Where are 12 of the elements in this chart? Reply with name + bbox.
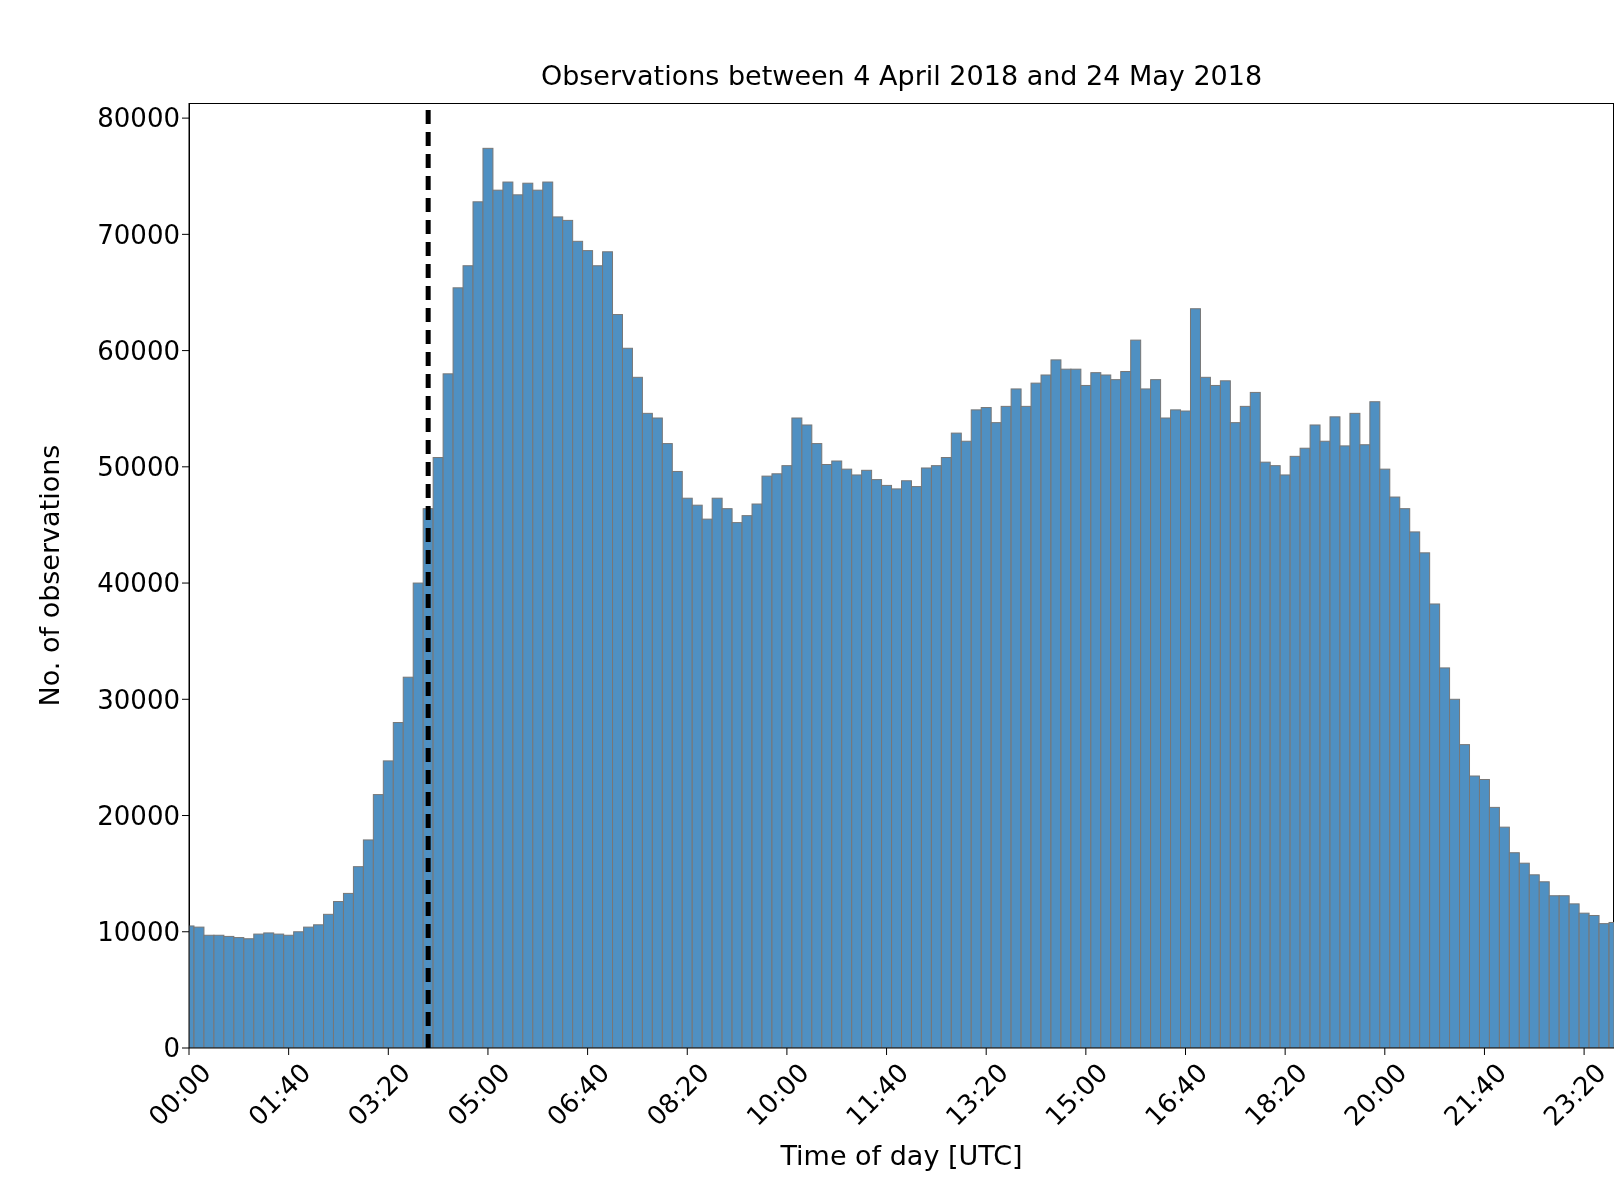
y-tick-label: 60000 (97, 335, 180, 366)
chart-title: Observations between 4 April 2018 and 24 May 2018 (539, 60, 1264, 91)
y-tick-label: 0 (163, 1033, 180, 1064)
x-axis-title: Time of day [UTC] (779, 1140, 1023, 1171)
y-tick-label: 50000 (97, 452, 180, 483)
y-tick-label: 70000 (97, 219, 180, 250)
y-axis-title: No. of observations (33, 444, 65, 707)
y-tick-label: 10000 (97, 916, 180, 947)
y-tick-label: 30000 (97, 684, 180, 715)
y-tick-label: 40000 (97, 568, 180, 599)
y-tick-label: 20000 (97, 800, 180, 831)
y-tick-label: 80000 (97, 103, 180, 134)
